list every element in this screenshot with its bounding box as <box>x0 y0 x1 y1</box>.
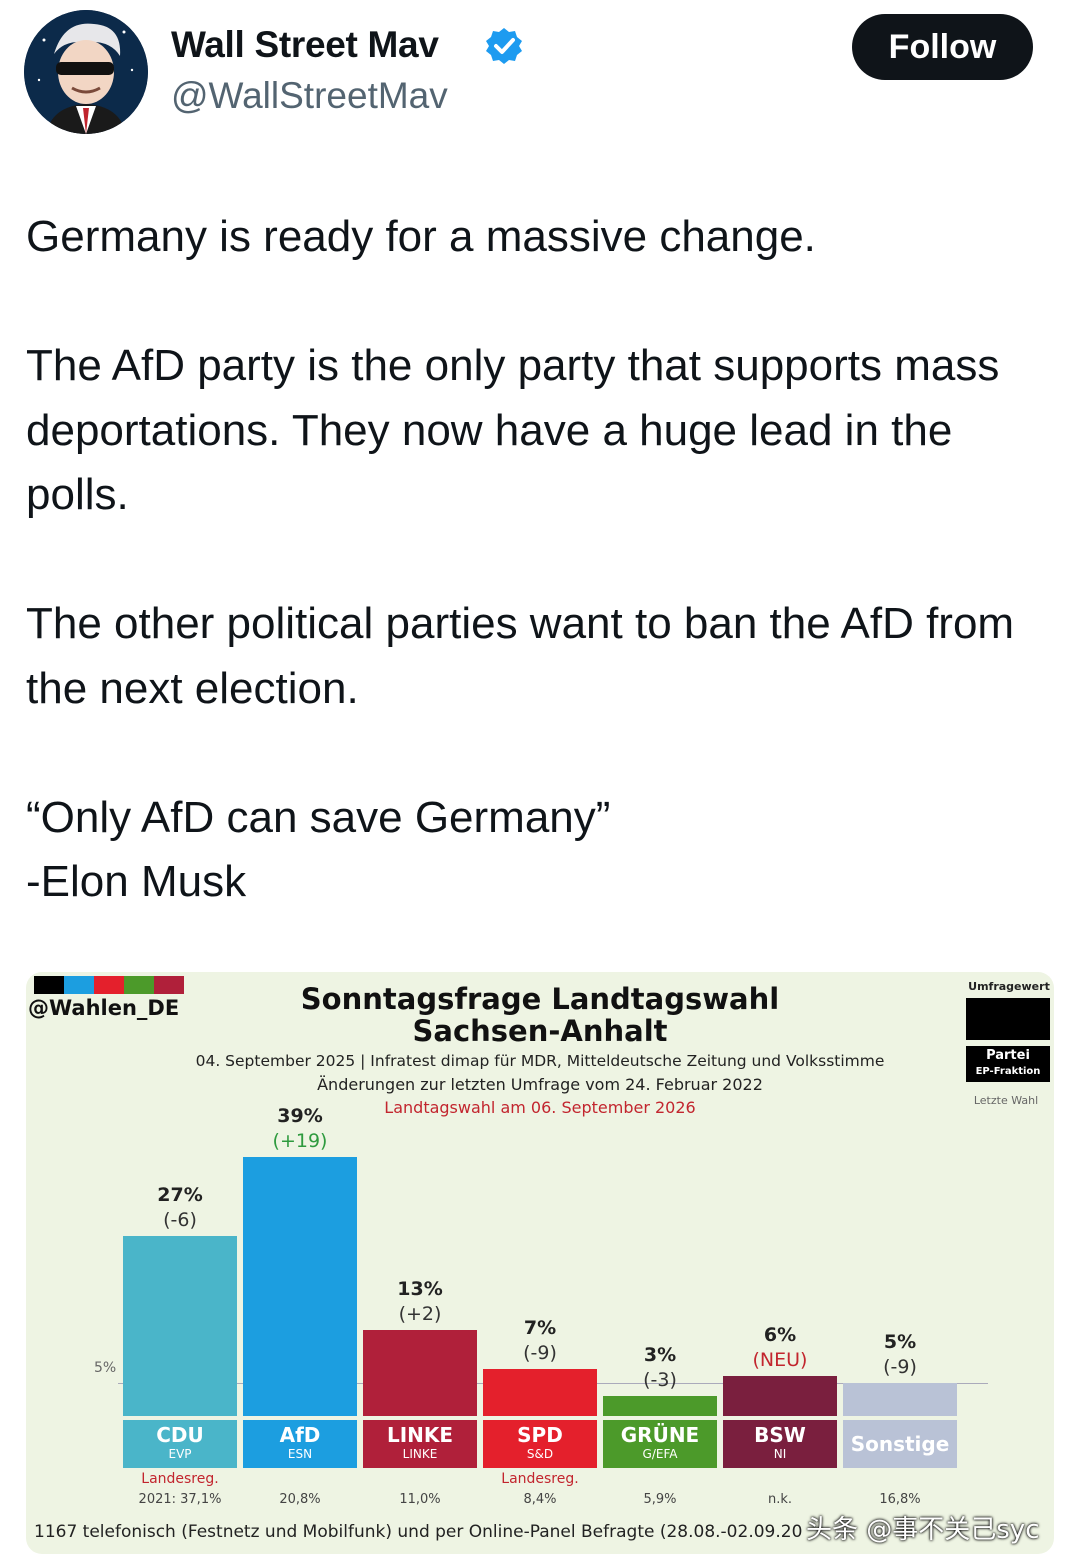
legend-party-box: Partei EP-Fraktion <box>966 1046 1050 1082</box>
party-name: BSW <box>754 1423 806 1447</box>
poll-subtitle: Änderungen zur letzten Umfrage vom 24. F… <box>317 1075 763 1094</box>
author-handle[interactable]: @WallStreetMav <box>171 75 448 116</box>
bar-change-label: (-9) <box>523 1342 557 1365</box>
party-faction: G/EFA <box>642 1447 678 1461</box>
watermark: 头条 @事不关己syc <box>806 1515 1040 1545</box>
bar-afd <box>243 1156 357 1416</box>
bar-value-label: 13% <box>397 1277 443 1300</box>
last-election-value: 11,0% <box>399 1492 441 1507</box>
author-name[interactable]: Wall Street Mav <box>171 24 439 65</box>
party-label-afd: AfD ESN <box>243 1420 357 1468</box>
bar-sonstige <box>843 1382 957 1416</box>
party-label-linke: LINKE LINKE <box>363 1420 477 1468</box>
bar-change-label: (NEU) <box>752 1349 808 1372</box>
bar-value-label: 5% <box>883 1330 917 1353</box>
bar-grüne <box>603 1396 717 1416</box>
tweet-paragraph: Germany is ready for a massive change. <box>26 212 816 261</box>
poll-source: @Wahlen_DE <box>28 996 180 1020</box>
bar-bsw <box>723 1376 837 1416</box>
party-name: Sonstige <box>850 1432 950 1456</box>
tweet-paragraph: The other political parties want to ban … <box>26 599 1015 713</box>
bar-value-label: 7% <box>523 1317 557 1340</box>
poll-election-date: Landtagswahl am 06. September 2026 <box>384 1098 696 1117</box>
bar-spd <box>483 1369 597 1416</box>
party-faction: EVP <box>168 1447 192 1461</box>
last-election-value: 20,8% <box>279 1492 321 1507</box>
legend-faction-label: EP-Fraktion <box>975 1066 1041 1077</box>
party-faction: S&D <box>526 1447 554 1461</box>
party-faction: ESN <box>287 1447 313 1461</box>
party-faction: LINKE <box>402 1447 438 1461</box>
party-label-bsw: BSW NI <box>723 1420 837 1468</box>
party-name: GRÜNE <box>620 1423 700 1447</box>
bar-linke <box>363 1329 477 1416</box>
party-faction: NI <box>773 1447 787 1461</box>
poll-title: Sonntagsfrage Landtagswahl <box>300 982 780 1016</box>
bar-value-label: 6% <box>763 1324 797 1347</box>
party-name: SPD <box>517 1423 563 1447</box>
poll-title-region: Sachsen-Anhalt <box>412 1014 668 1048</box>
poll-subtitle: 04. September 2025 | Infratest dimap für… <box>195 1052 885 1070</box>
party-label-grüne: GRÜNE G/EFA <box>603 1420 717 1468</box>
last-election-value: 2021: 37,1% <box>138 1492 222 1507</box>
party-label-spd: SPD S&D <box>483 1420 597 1468</box>
gov-label: Landesreg. <box>141 1471 219 1487</box>
bar-change-label: (-3) <box>643 1369 677 1392</box>
party-label-sonstige: Sonstige <box>843 1420 957 1468</box>
party-name: LINKE <box>386 1423 454 1447</box>
bar-value-label: 39% <box>277 1104 323 1127</box>
party-name: CDU <box>156 1423 204 1447</box>
y-tick-label: 5% <box>94 1360 117 1376</box>
legend-last-label: Letzte Wahl <box>973 1094 1039 1107</box>
last-election-value: 5,9% <box>643 1492 677 1507</box>
bar-change-label: (-6) <box>163 1209 197 1232</box>
last-election-value: n.k. <box>767 1492 793 1507</box>
last-election-value: 16,8% <box>879 1492 921 1507</box>
legend-party-label: Partei <box>986 1048 1030 1063</box>
color-stripe <box>94 976 124 994</box>
legend-value-box <box>966 998 1050 1040</box>
color-stripe <box>154 976 184 994</box>
bar-value-label: 27% <box>157 1184 203 1207</box>
avatar[interactable] <box>24 10 148 134</box>
color-stripe <box>124 976 154 994</box>
legend-value-label: Umfragewert <box>968 980 1050 993</box>
color-stripe <box>34 976 64 994</box>
verified-badge-icon <box>486 28 522 64</box>
tweet-paragraph: The AfD party is the only party that sup… <box>26 341 1000 519</box>
party-name: AfD <box>279 1423 321 1447</box>
bar-cdu <box>123 1236 237 1416</box>
tweet-paragraph: “Only AfD can save Germany” -Elon Musk <box>26 792 611 907</box>
bar-value-label: 3% <box>643 1344 677 1367</box>
bar-change-label: (+19) <box>272 1129 328 1152</box>
last-election-value: 8,4% <box>523 1492 557 1507</box>
poll-image[interactable]: @Wahlen_DE Sonntagsfrage Landtagswahl Sa… <box>26 972 1054 1554</box>
party-label-cdu: CDU EVP <box>123 1420 237 1468</box>
bar-change-label: (+2) <box>398 1302 442 1325</box>
follow-button[interactable]: Follow <box>852 14 1033 80</box>
poll-footer: 1167 telefonisch (Festnetz und Mobilfunk… <box>34 1522 803 1542</box>
bar-change-label: (-9) <box>883 1355 917 1378</box>
gov-label: Landesreg. <box>501 1471 579 1487</box>
tweet-text: Germany is ready for a massive change. T… <box>26 205 1066 915</box>
color-stripe <box>64 976 94 994</box>
